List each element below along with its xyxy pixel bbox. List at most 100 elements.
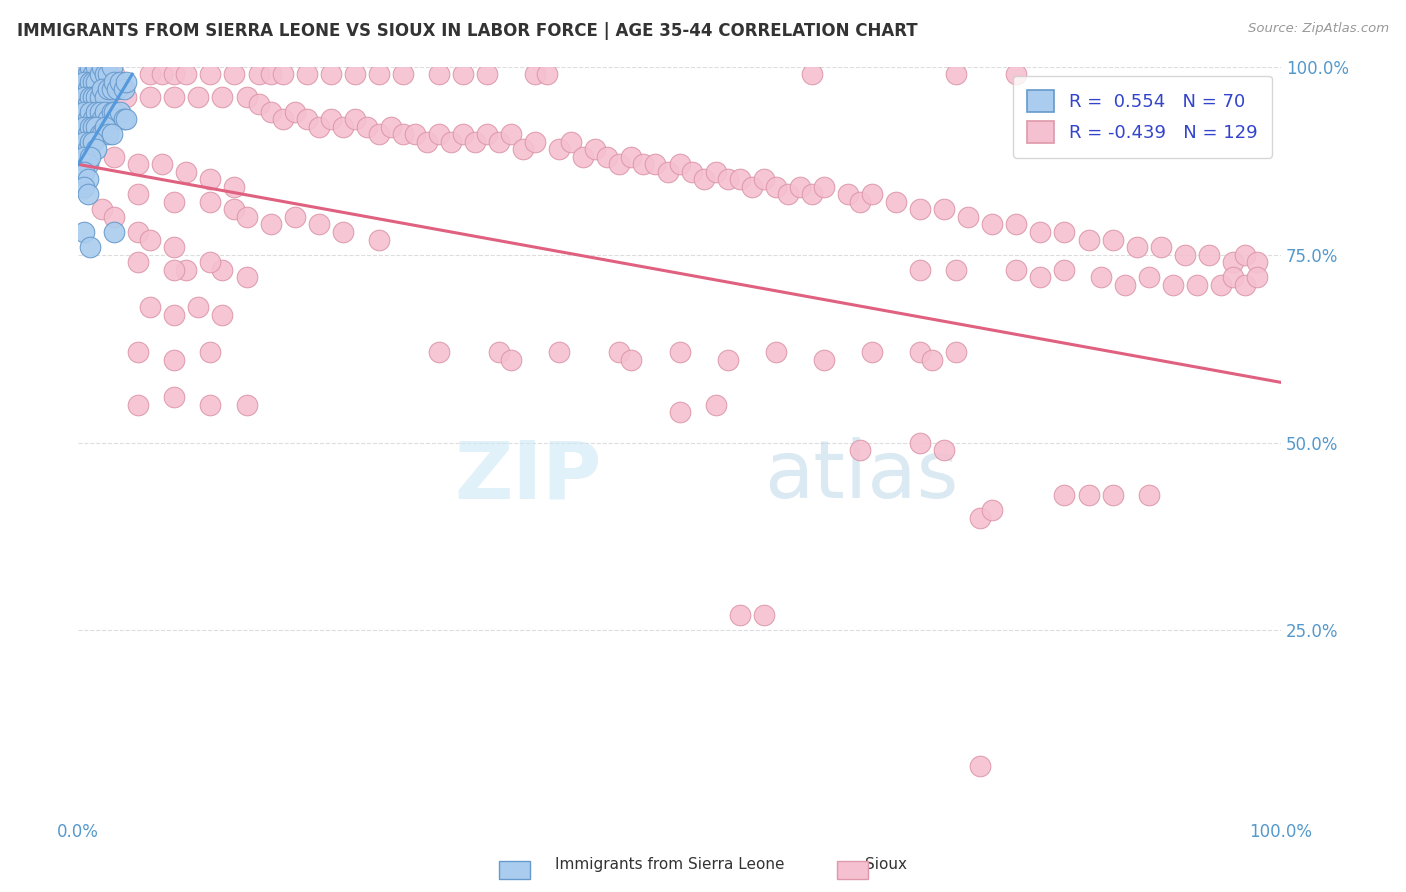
Point bbox=[200, 172, 222, 186]
Point bbox=[464, 135, 486, 149]
Point bbox=[76, 187, 98, 202]
Point bbox=[101, 128, 124, 142]
Point bbox=[1005, 67, 1028, 81]
Point bbox=[945, 262, 967, 277]
Point bbox=[224, 67, 246, 81]
Point bbox=[93, 89, 115, 103]
Point bbox=[969, 510, 991, 524]
Point bbox=[93, 120, 115, 134]
Point bbox=[176, 262, 198, 277]
Point bbox=[657, 165, 679, 179]
Point bbox=[103, 67, 125, 81]
Point bbox=[115, 112, 138, 127]
Point bbox=[934, 443, 956, 458]
Point bbox=[717, 172, 740, 186]
Point bbox=[79, 150, 101, 164]
Point bbox=[849, 443, 872, 458]
Point bbox=[235, 398, 257, 412]
Point bbox=[224, 180, 246, 194]
Point bbox=[934, 202, 956, 217]
Point bbox=[475, 67, 498, 81]
Point bbox=[1209, 277, 1232, 292]
Point bbox=[89, 89, 111, 103]
Point bbox=[84, 120, 107, 134]
Point bbox=[945, 67, 967, 81]
Point bbox=[596, 150, 619, 164]
Point bbox=[73, 135, 96, 149]
Point bbox=[150, 157, 173, 171]
Point bbox=[440, 135, 463, 149]
Point bbox=[163, 308, 186, 322]
Point bbox=[73, 67, 96, 81]
Point bbox=[73, 120, 96, 134]
Point bbox=[79, 89, 101, 103]
Point bbox=[427, 128, 450, 142]
Point bbox=[163, 240, 186, 254]
Point bbox=[488, 345, 510, 359]
Point bbox=[79, 104, 101, 119]
Point bbox=[73, 89, 96, 103]
Point bbox=[668, 345, 690, 359]
Point bbox=[97, 82, 120, 96]
Point bbox=[91, 128, 114, 142]
Point bbox=[416, 135, 439, 149]
Point bbox=[668, 157, 690, 171]
Point bbox=[1029, 225, 1052, 239]
Point bbox=[800, 67, 823, 81]
Point bbox=[1005, 218, 1028, 232]
Point bbox=[1222, 270, 1244, 285]
Point bbox=[343, 112, 366, 127]
Point bbox=[139, 89, 162, 103]
Point bbox=[139, 233, 162, 247]
Point bbox=[356, 120, 378, 134]
Point bbox=[957, 210, 980, 224]
Point bbox=[728, 608, 751, 623]
Point bbox=[247, 67, 270, 81]
Point bbox=[76, 67, 98, 81]
Point bbox=[560, 135, 582, 149]
Point bbox=[97, 67, 120, 81]
Point bbox=[82, 112, 104, 127]
Point bbox=[211, 262, 233, 277]
Point bbox=[187, 89, 209, 103]
Point bbox=[367, 233, 389, 247]
Point bbox=[76, 157, 98, 171]
Point bbox=[105, 112, 128, 127]
Point bbox=[536, 67, 558, 81]
Text: ZIP: ZIP bbox=[454, 437, 602, 516]
Point bbox=[908, 345, 931, 359]
Point bbox=[91, 82, 114, 96]
Point bbox=[860, 187, 883, 202]
Point bbox=[332, 120, 354, 134]
Point bbox=[235, 210, 257, 224]
Point bbox=[800, 187, 823, 202]
Point bbox=[93, 67, 115, 81]
Point bbox=[1077, 488, 1099, 502]
Point bbox=[187, 300, 209, 314]
Point bbox=[73, 180, 96, 194]
Point bbox=[392, 67, 415, 81]
Point bbox=[308, 218, 330, 232]
Point bbox=[728, 172, 751, 186]
Point bbox=[235, 270, 257, 285]
Point bbox=[76, 142, 98, 156]
Point bbox=[367, 128, 389, 142]
Point bbox=[91, 202, 114, 217]
Text: atlas: atlas bbox=[763, 437, 957, 516]
Point bbox=[501, 352, 523, 367]
Point bbox=[84, 75, 107, 89]
Point bbox=[89, 104, 111, 119]
Point bbox=[884, 194, 907, 209]
Point bbox=[127, 157, 149, 171]
Point bbox=[1114, 277, 1136, 292]
Point bbox=[259, 218, 281, 232]
Point bbox=[200, 67, 222, 81]
Point bbox=[84, 89, 107, 103]
Point bbox=[163, 89, 186, 103]
Point bbox=[84, 60, 107, 74]
Point bbox=[427, 67, 450, 81]
Point bbox=[1185, 277, 1208, 292]
Point bbox=[127, 345, 149, 359]
Point bbox=[1222, 255, 1244, 269]
Point bbox=[103, 150, 125, 164]
